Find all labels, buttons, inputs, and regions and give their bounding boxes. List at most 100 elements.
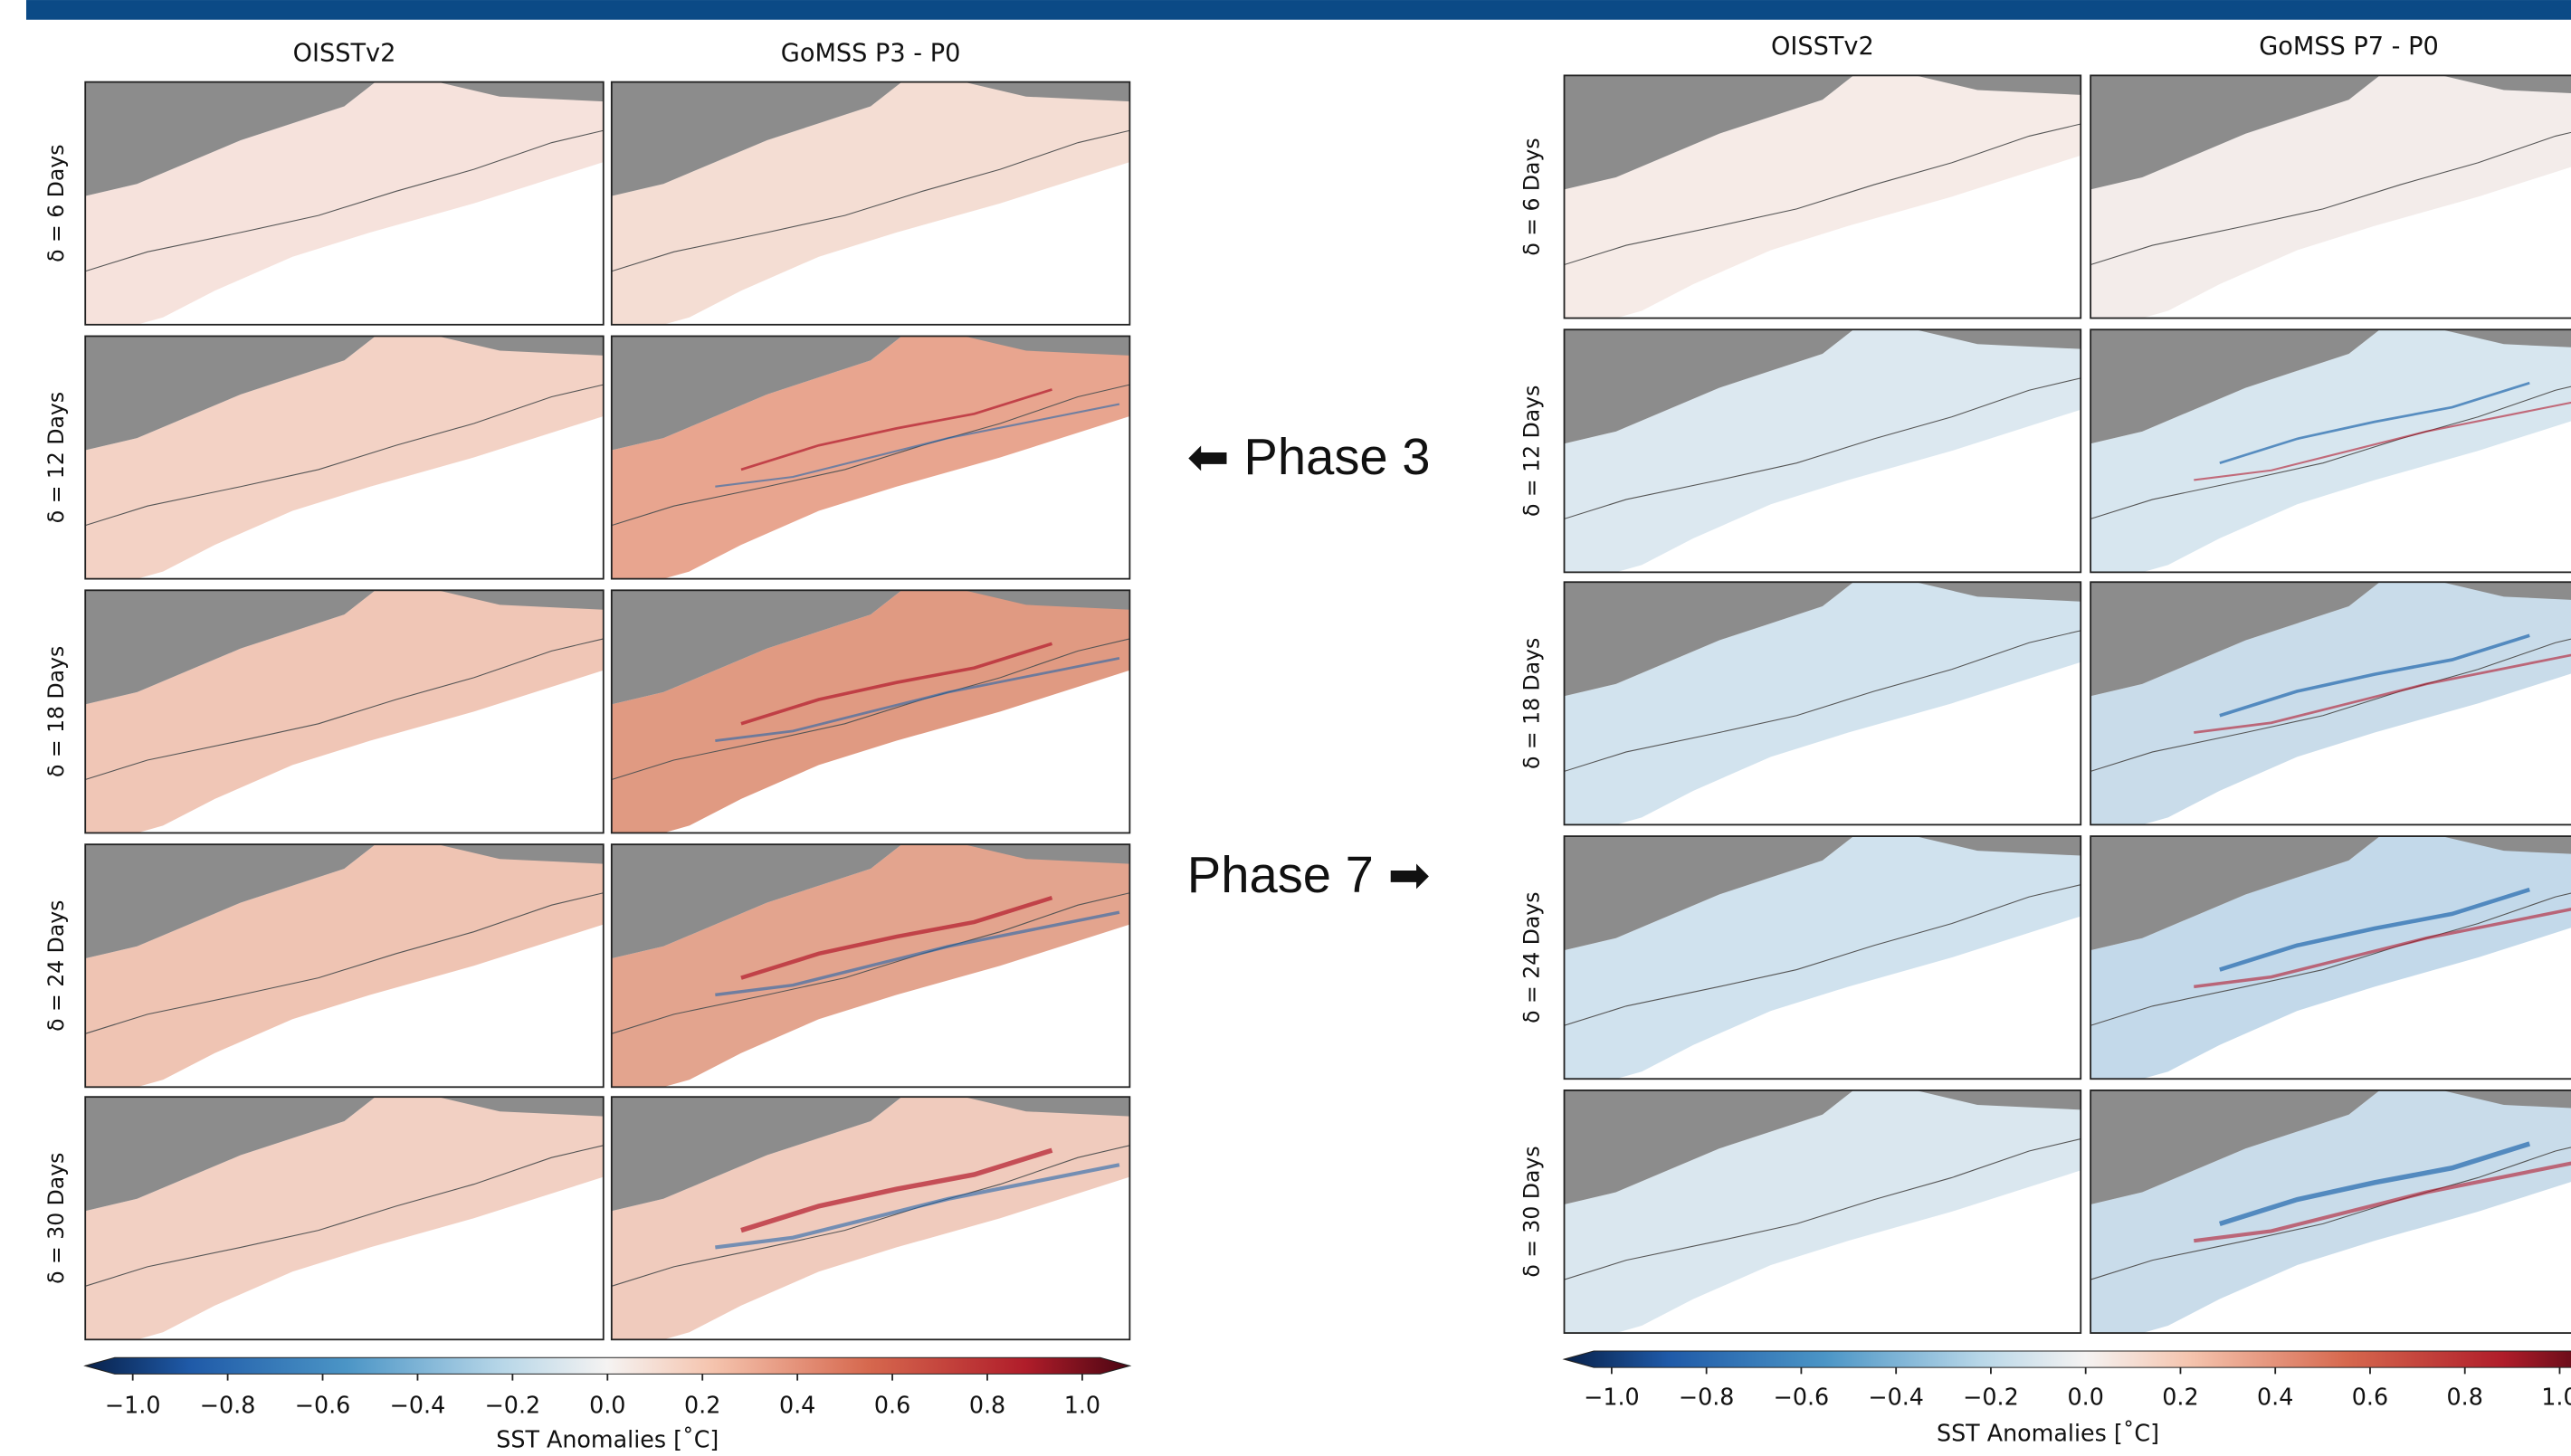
map-panel [611, 81, 1130, 325]
isobath [611, 384, 1130, 527]
land [437, 336, 604, 356]
map-panel [85, 844, 604, 1088]
map-panel [85, 1097, 604, 1340]
isobath [85, 892, 604, 1034]
colorbar-tick-label: −0.8 [1679, 1384, 1735, 1411]
land [2090, 75, 2380, 190]
column-header: OISSTv2 [1771, 33, 1874, 61]
land [85, 844, 376, 959]
anomaly-streak [740, 388, 1052, 471]
anomaly-streak [2219, 633, 2530, 718]
land [1564, 582, 1854, 697]
panel-frame [84, 1096, 605, 1341]
land [611, 81, 902, 196]
anomaly-streak [2218, 1141, 2531, 1227]
isobath [2090, 638, 2571, 772]
ocean-anomaly [2090, 329, 2571, 573]
isobath [85, 638, 604, 780]
colorbar-tick-label: 0.2 [684, 1392, 720, 1419]
ocean-anomaly [85, 336, 604, 579]
map-panel [2090, 75, 2571, 319]
row-label: δ = 24 Days [1519, 891, 1545, 1023]
colorbar-tick-label: −0.6 [295, 1392, 351, 1419]
map-panel [611, 336, 1130, 579]
land [964, 590, 1130, 610]
ocean-anomaly [2090, 582, 2571, 825]
panel-frame [1563, 581, 2082, 826]
land [437, 81, 604, 102]
land [85, 1097, 376, 1212]
anomaly-streak [740, 1147, 1053, 1233]
land [611, 590, 902, 705]
panel-frame [1563, 328, 2082, 574]
land [2442, 75, 2571, 93]
colorbar-tick-label: 1.0 [1064, 1392, 1100, 1419]
panel-frame [84, 81, 605, 326]
panel-frame [2090, 835, 2571, 1080]
land [964, 844, 1130, 864]
colorbar [1562, 1350, 2571, 1368]
map-panel [611, 844, 1130, 1088]
isobath [611, 892, 1130, 1034]
land [964, 336, 1130, 356]
row-label: δ = 12 Days [1519, 385, 1545, 517]
anomaly-streak [740, 642, 1053, 726]
colorbar-tick-label: 0.0 [2068, 1384, 2104, 1411]
anomaly-streak [2194, 908, 2571, 989]
map-panel [1564, 582, 2081, 825]
map-panel [85, 590, 604, 833]
isobath [85, 129, 604, 272]
anomaly-streak [715, 1163, 1120, 1250]
ocean-anomaly [2090, 836, 2571, 1080]
colorbar-tick-label: 0.8 [969, 1392, 1005, 1419]
colorbar-tick-label: 0.2 [2162, 1384, 2198, 1411]
panel-frame [2090, 74, 2571, 319]
ocean-anomaly [85, 81, 604, 325]
column-header: GoMSS P3 - P0 [781, 39, 961, 67]
panel-frame [610, 589, 1131, 834]
ocean-anomaly [85, 1097, 604, 1340]
colorbar-tick-label: 0.4 [779, 1392, 815, 1419]
colorbar-tick-label: −0.2 [485, 1392, 541, 1419]
land [2442, 329, 2571, 347]
isobath [1564, 123, 2081, 266]
colorbar-tick-label: −0.6 [1774, 1384, 1830, 1411]
row-label: δ = 12 Days [43, 392, 69, 523]
panel-frame [2090, 1090, 2571, 1334]
land [1564, 329, 1854, 444]
map-panel [2090, 836, 2571, 1080]
ocean-anomaly [1564, 836, 2081, 1080]
map-panel [611, 590, 1130, 833]
anomaly-streak [740, 895, 1053, 980]
land [2442, 1090, 2571, 1109]
ocean-anomaly [2090, 75, 2571, 319]
panel-frame [1563, 74, 2082, 319]
colorbar-tick-label: −1.0 [105, 1392, 161, 1419]
anomaly-streak [715, 910, 1120, 997]
banner [25, 0, 2571, 20]
land [1915, 582, 2081, 602]
isobath [2090, 892, 2571, 1026]
isobath [2090, 385, 2571, 519]
anomaly-streak [2194, 401, 2571, 481]
land [964, 1097, 1130, 1117]
colorbar [83, 1356, 1132, 1375]
land [611, 844, 902, 959]
isobath [611, 638, 1130, 780]
panel-frame [610, 1096, 1131, 1341]
map-panel [1564, 329, 2081, 573]
colorbar-tick-label: −0.2 [1963, 1384, 2019, 1411]
colorbar-tick-label: −0.8 [200, 1392, 256, 1419]
land [611, 336, 902, 451]
map-panel [85, 81, 604, 325]
panel-frame [84, 843, 605, 1089]
row-label: δ = 30 Days [43, 1153, 69, 1284]
row-label: δ = 6 Days [43, 145, 69, 262]
land [1564, 75, 1854, 190]
colorbar-tick-label: 0.8 [2447, 1384, 2483, 1411]
colorbar-tick-label: −0.4 [390, 1392, 446, 1419]
map-panel [85, 336, 604, 579]
isobath [1564, 1138, 2081, 1280]
land [1564, 1090, 1854, 1204]
